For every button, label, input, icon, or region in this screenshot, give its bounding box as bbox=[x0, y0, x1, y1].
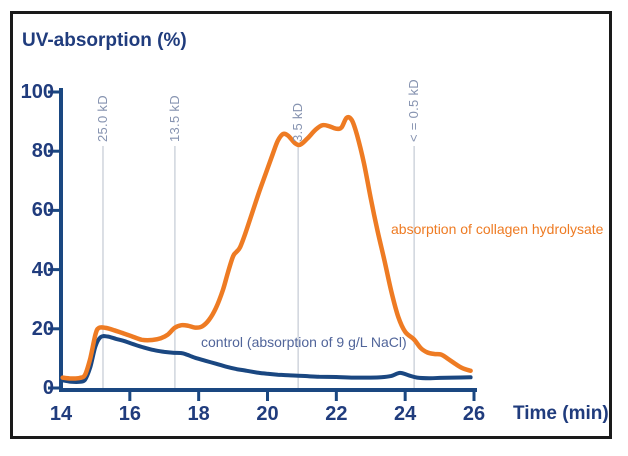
x-axis-title: Time (min) bbox=[513, 403, 609, 424]
marker-label-1: 13.5 kD bbox=[166, 95, 182, 142]
x-tick-label-20: 20 bbox=[256, 403, 279, 425]
x-tick-label-18: 18 bbox=[187, 403, 210, 425]
y-tick-label-60: 60 bbox=[31, 199, 54, 222]
chart-frame bbox=[10, 11, 612, 439]
x-tick-label-24: 24 bbox=[394, 403, 417, 425]
x-tick-label-22: 22 bbox=[325, 403, 348, 425]
y-tick-label-100: 100 bbox=[20, 81, 54, 103]
marker-label-2: 3.5 kD bbox=[290, 102, 306, 142]
x-tick-label-26: 26 bbox=[462, 403, 486, 425]
y-tick-label-0: 0 bbox=[42, 377, 54, 399]
chart-title: UV-absorption (%) bbox=[22, 30, 187, 51]
series-label-control-nacl: control (absorption of 9 g/L NaCl) bbox=[201, 334, 407, 350]
curve-collagen-hydrolysate bbox=[60, 114, 473, 381]
curve-control-nacl bbox=[60, 334, 473, 384]
marker-label-3: < = 0.5 kD bbox=[406, 79, 422, 142]
series-label-collagen-hydrolysate: absorption of collagen hydrolysate bbox=[391, 221, 604, 237]
y-tick-label-40: 40 bbox=[31, 258, 54, 281]
y-tick-label-80: 80 bbox=[31, 140, 54, 163]
y-tick-label-20: 20 bbox=[31, 317, 54, 340]
marker-label-0: 25.0 kD bbox=[94, 95, 110, 142]
x-tick-label-16: 16 bbox=[118, 403, 141, 425]
x-tick-label-14: 14 bbox=[49, 403, 73, 425]
